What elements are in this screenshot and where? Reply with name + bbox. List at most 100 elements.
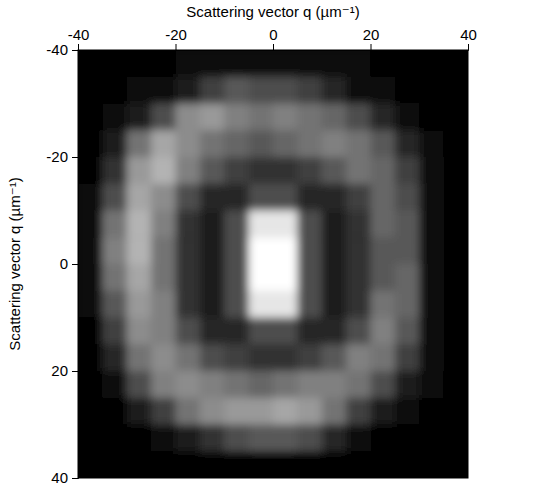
heatmap-cell [346,77,371,104]
heatmap-cell [419,50,444,77]
heatmap-cell [371,264,396,291]
heatmap-cell [395,237,420,264]
heatmap-cell [176,264,201,291]
heatmap-cell [176,344,201,371]
heatmap-cell [395,264,420,291]
heatmap-cell [151,50,176,77]
heatmap-cell [322,264,347,291]
heatmap-cell [273,237,298,264]
heatmap-cell [371,184,396,211]
heatmap-cell [444,451,468,478]
heatmap-cell [127,425,152,452]
heatmap-cell [273,264,298,291]
heatmap-cell [322,77,347,104]
heatmap-cell [151,130,176,157]
heatmap-cell [419,371,444,398]
heatmap-cell [151,371,176,398]
heatmap-cell [176,104,201,131]
heatmap-cell [127,130,152,157]
heatmap-cell [200,237,225,264]
heatmap-cell [151,211,176,238]
heatmap-cell [249,237,274,264]
heatmap-cell [297,237,322,264]
heatmap-cell [127,184,152,211]
heatmap-cell [322,371,347,398]
heatmap-cell [102,130,127,157]
heatmap-cell [444,371,468,398]
heatmap-cell [176,371,201,398]
heatmap-cell [273,104,298,131]
heatmap-cell [224,398,249,425]
heatmap-cell [273,211,298,238]
x-tick-label: 0 [269,26,277,43]
heatmap-cell [346,104,371,131]
x-tick-label: -40 [68,26,90,43]
heatmap-cell [102,371,127,398]
heatmap-cell [102,344,127,371]
heatmap-cell [419,291,444,318]
heatmap-cell [176,291,201,318]
heatmap-cell [395,425,420,452]
heatmap-cell [444,211,468,238]
heatmap-cell [78,398,103,425]
y-axis-title: Scattering vector q (µm⁻¹) [6,177,23,350]
heatmap-cell [151,291,176,318]
y-tick-mark [72,157,78,158]
heatmap-cell [395,50,420,77]
heatmap-cell [273,344,298,371]
heatmap-clip [78,50,468,478]
heatmap-cell [78,130,103,157]
heatmap-cell [102,291,127,318]
heatmap-cell [224,77,249,104]
y-tick-mark [72,50,78,51]
heatmap-cell [176,451,201,478]
heatmap-cell [395,211,420,238]
heatmap-cell [297,130,322,157]
heatmap-cell [151,318,176,345]
heatmap-cell [322,291,347,318]
heatmap-cell [346,451,371,478]
heatmap-cell [297,451,322,478]
heatmap-cell [273,291,298,318]
heatmap-cell [419,211,444,238]
heatmap-cell [78,425,103,452]
plot: -40-2002040-40-2002040 [46,26,477,486]
heatmap-cell [102,264,127,291]
heatmap-cell [322,104,347,131]
heatmap-cell [200,157,225,184]
heatmap-cell [224,157,249,184]
heatmap-cell [224,237,249,264]
y-tick: -20 [46,148,78,165]
heatmap-cell [346,398,371,425]
heatmap-cell [444,398,468,425]
heatmap-cell [273,157,298,184]
heatmap-cell [444,291,468,318]
heatmap-cell [249,77,274,104]
heatmap-cell [151,104,176,131]
heatmap-cell [224,425,249,452]
heatmap-cell [127,104,152,131]
heatmap-cell [322,50,347,77]
heatmap-cell [273,371,298,398]
x-tick: 40 [460,26,477,50]
heatmap-cell [200,130,225,157]
heatmap-cell [346,184,371,211]
heatmap-cell [395,398,420,425]
heatmap-cell [419,451,444,478]
heatmap-cell [444,264,468,291]
heatmap-cell [176,237,201,264]
heatmap-cell [371,344,396,371]
heatmap-cell [419,184,444,211]
heatmap-cell [151,344,176,371]
heatmap-cell [200,184,225,211]
heatmap-cell [200,425,225,452]
heatmap-cell [127,157,152,184]
heatmap-cell [371,398,396,425]
heatmap-cell [224,318,249,345]
heatmap-cell [78,104,103,131]
heatmap-cell [346,291,371,318]
heatmap-cell [127,77,152,104]
heatmap-cell [151,425,176,452]
heatmap-cell [224,291,249,318]
heatmap-cell [127,371,152,398]
